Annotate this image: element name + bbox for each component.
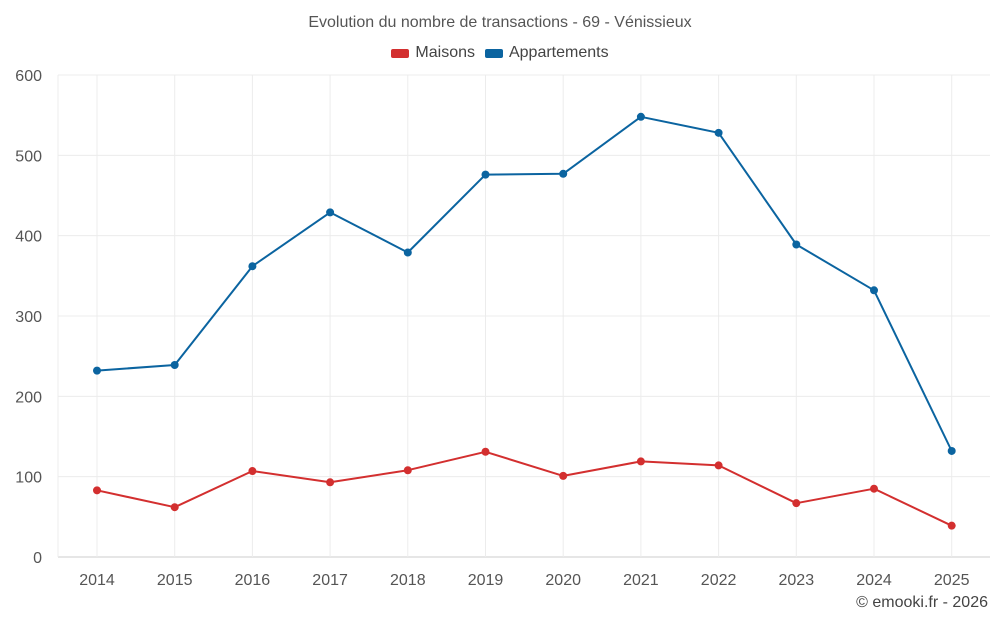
y-tick-label-300: 300	[15, 309, 42, 326]
x-tick-label-2017: 2017	[312, 572, 348, 589]
data-point-maisons-2022	[714, 461, 723, 470]
y-tick-label-200: 200	[15, 389, 42, 406]
data-point-maisons-2021	[636, 457, 645, 466]
copyright-credit: © emooki.fr - 2026	[856, 594, 988, 611]
data-point-appartements-2015	[170, 361, 179, 370]
data-point-maisons-2016	[248, 467, 257, 476]
data-point-maisons-2025	[947, 521, 956, 530]
legend-swatch-appartements	[484, 48, 503, 58]
y-tick-label-100: 100	[15, 470, 42, 487]
data-point-maisons-2018	[403, 466, 412, 475]
legend: Maisons Appartements	[0, 44, 1000, 62]
x-tick-label-2024: 2024	[856, 572, 892, 589]
chart-title: Evolution du nombre de transactions - 69…	[308, 14, 692, 31]
data-point-appartements-2021	[636, 112, 645, 121]
legend-swatch-maisons	[391, 48, 410, 58]
x-tick-label-2019: 2019	[468, 572, 504, 589]
y-tick-label-500: 500	[15, 148, 42, 165]
x-tick-label-2025: 2025	[934, 572, 970, 589]
data-point-appartements-2018	[403, 248, 412, 257]
data-point-appartements-2017	[326, 208, 335, 217]
data-point-maisons-2023	[792, 499, 801, 508]
legend-label-maisons: Maisons	[415, 44, 475, 61]
data-point-maisons-2019	[481, 447, 490, 456]
x-tick-label-2023: 2023	[779, 572, 815, 589]
x-tick-label-2020: 2020	[545, 572, 581, 589]
x-tick-label-2021: 2021	[623, 572, 659, 589]
data-point-maisons-2015	[170, 503, 179, 512]
data-point-maisons-2024	[870, 484, 878, 493]
y-tick-label-0: 0	[33, 550, 42, 567]
data-point-appartements-2019	[481, 170, 490, 179]
y-tick-label-400: 400	[15, 229, 42, 246]
data-point-appartements-2020	[559, 169, 568, 178]
x-tick-label-2015: 2015	[157, 572, 193, 589]
legend-item-appartements[interactable]: Appartements	[484, 44, 609, 62]
legend-label-appartements: Appartements	[508, 44, 609, 61]
data-point-maisons-2020	[559, 471, 568, 480]
data-point-appartements-2024	[870, 286, 878, 295]
x-tick-label-2014: 2014	[79, 572, 115, 589]
x-tick-label-2016: 2016	[235, 572, 271, 589]
data-point-appartements-2022	[714, 128, 723, 137]
x-tick-label-2018: 2018	[390, 572, 426, 589]
data-point-maisons-2014	[93, 486, 101, 495]
legend-item-maisons[interactable]: Maisons	[391, 44, 475, 62]
data-point-appartements-2014	[93, 366, 101, 375]
y-tick-label-600: 600	[15, 68, 42, 85]
x-tick-label-2022: 2022	[701, 572, 737, 589]
series-line-maisons	[96, 450, 953, 527]
series-line-appartements	[96, 115, 953, 452]
data-point-appartements-2025	[947, 446, 956, 455]
data-point-appartements-2023	[792, 240, 801, 249]
data-point-maisons-2017	[326, 478, 335, 487]
data-point-appartements-2016	[248, 262, 257, 271]
